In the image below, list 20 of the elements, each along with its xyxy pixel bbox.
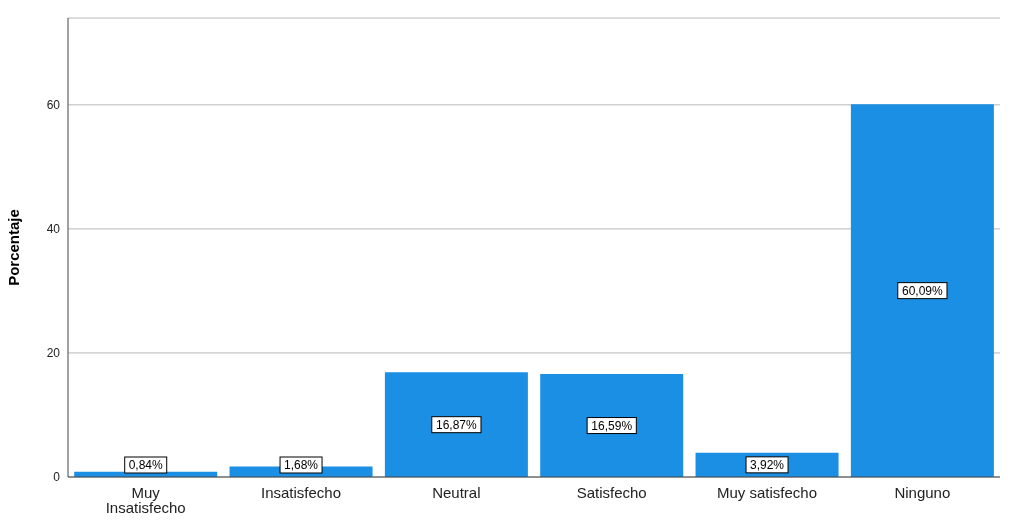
- y-tick-label: 60: [46, 98, 61, 113]
- data-label: 16,59%: [591, 418, 633, 433]
- x-tick-label: Neutral: [432, 483, 481, 501]
- bar: [384, 372, 528, 477]
- data-label: 16,87%: [436, 417, 478, 432]
- data-label: 1,68%: [284, 458, 319, 472]
- y-axis-title: Porcentaje: [5, 209, 23, 286]
- data-label: 0,84%: [128, 458, 164, 472]
- bar: [540, 374, 684, 477]
- bar: [850, 104, 994, 477]
- data-label: 60,09%: [902, 283, 944, 298]
- x-tick-label: Insatisfecho: [260, 483, 342, 501]
- y-tick-label: 20: [46, 346, 61, 361]
- x-tick-label: Satisfecho: [576, 483, 647, 501]
- x-tick-label: Ninguno: [894, 483, 951, 501]
- x-tick-label: Muy satisfecho: [716, 483, 818, 501]
- y-tick-label: 40: [46, 222, 61, 237]
- y-tick-label: 0: [53, 470, 61, 485]
- data-label: 3,92%: [750, 457, 785, 472]
- x-tick-label: Muy Insatisfecho: [105, 483, 186, 516]
